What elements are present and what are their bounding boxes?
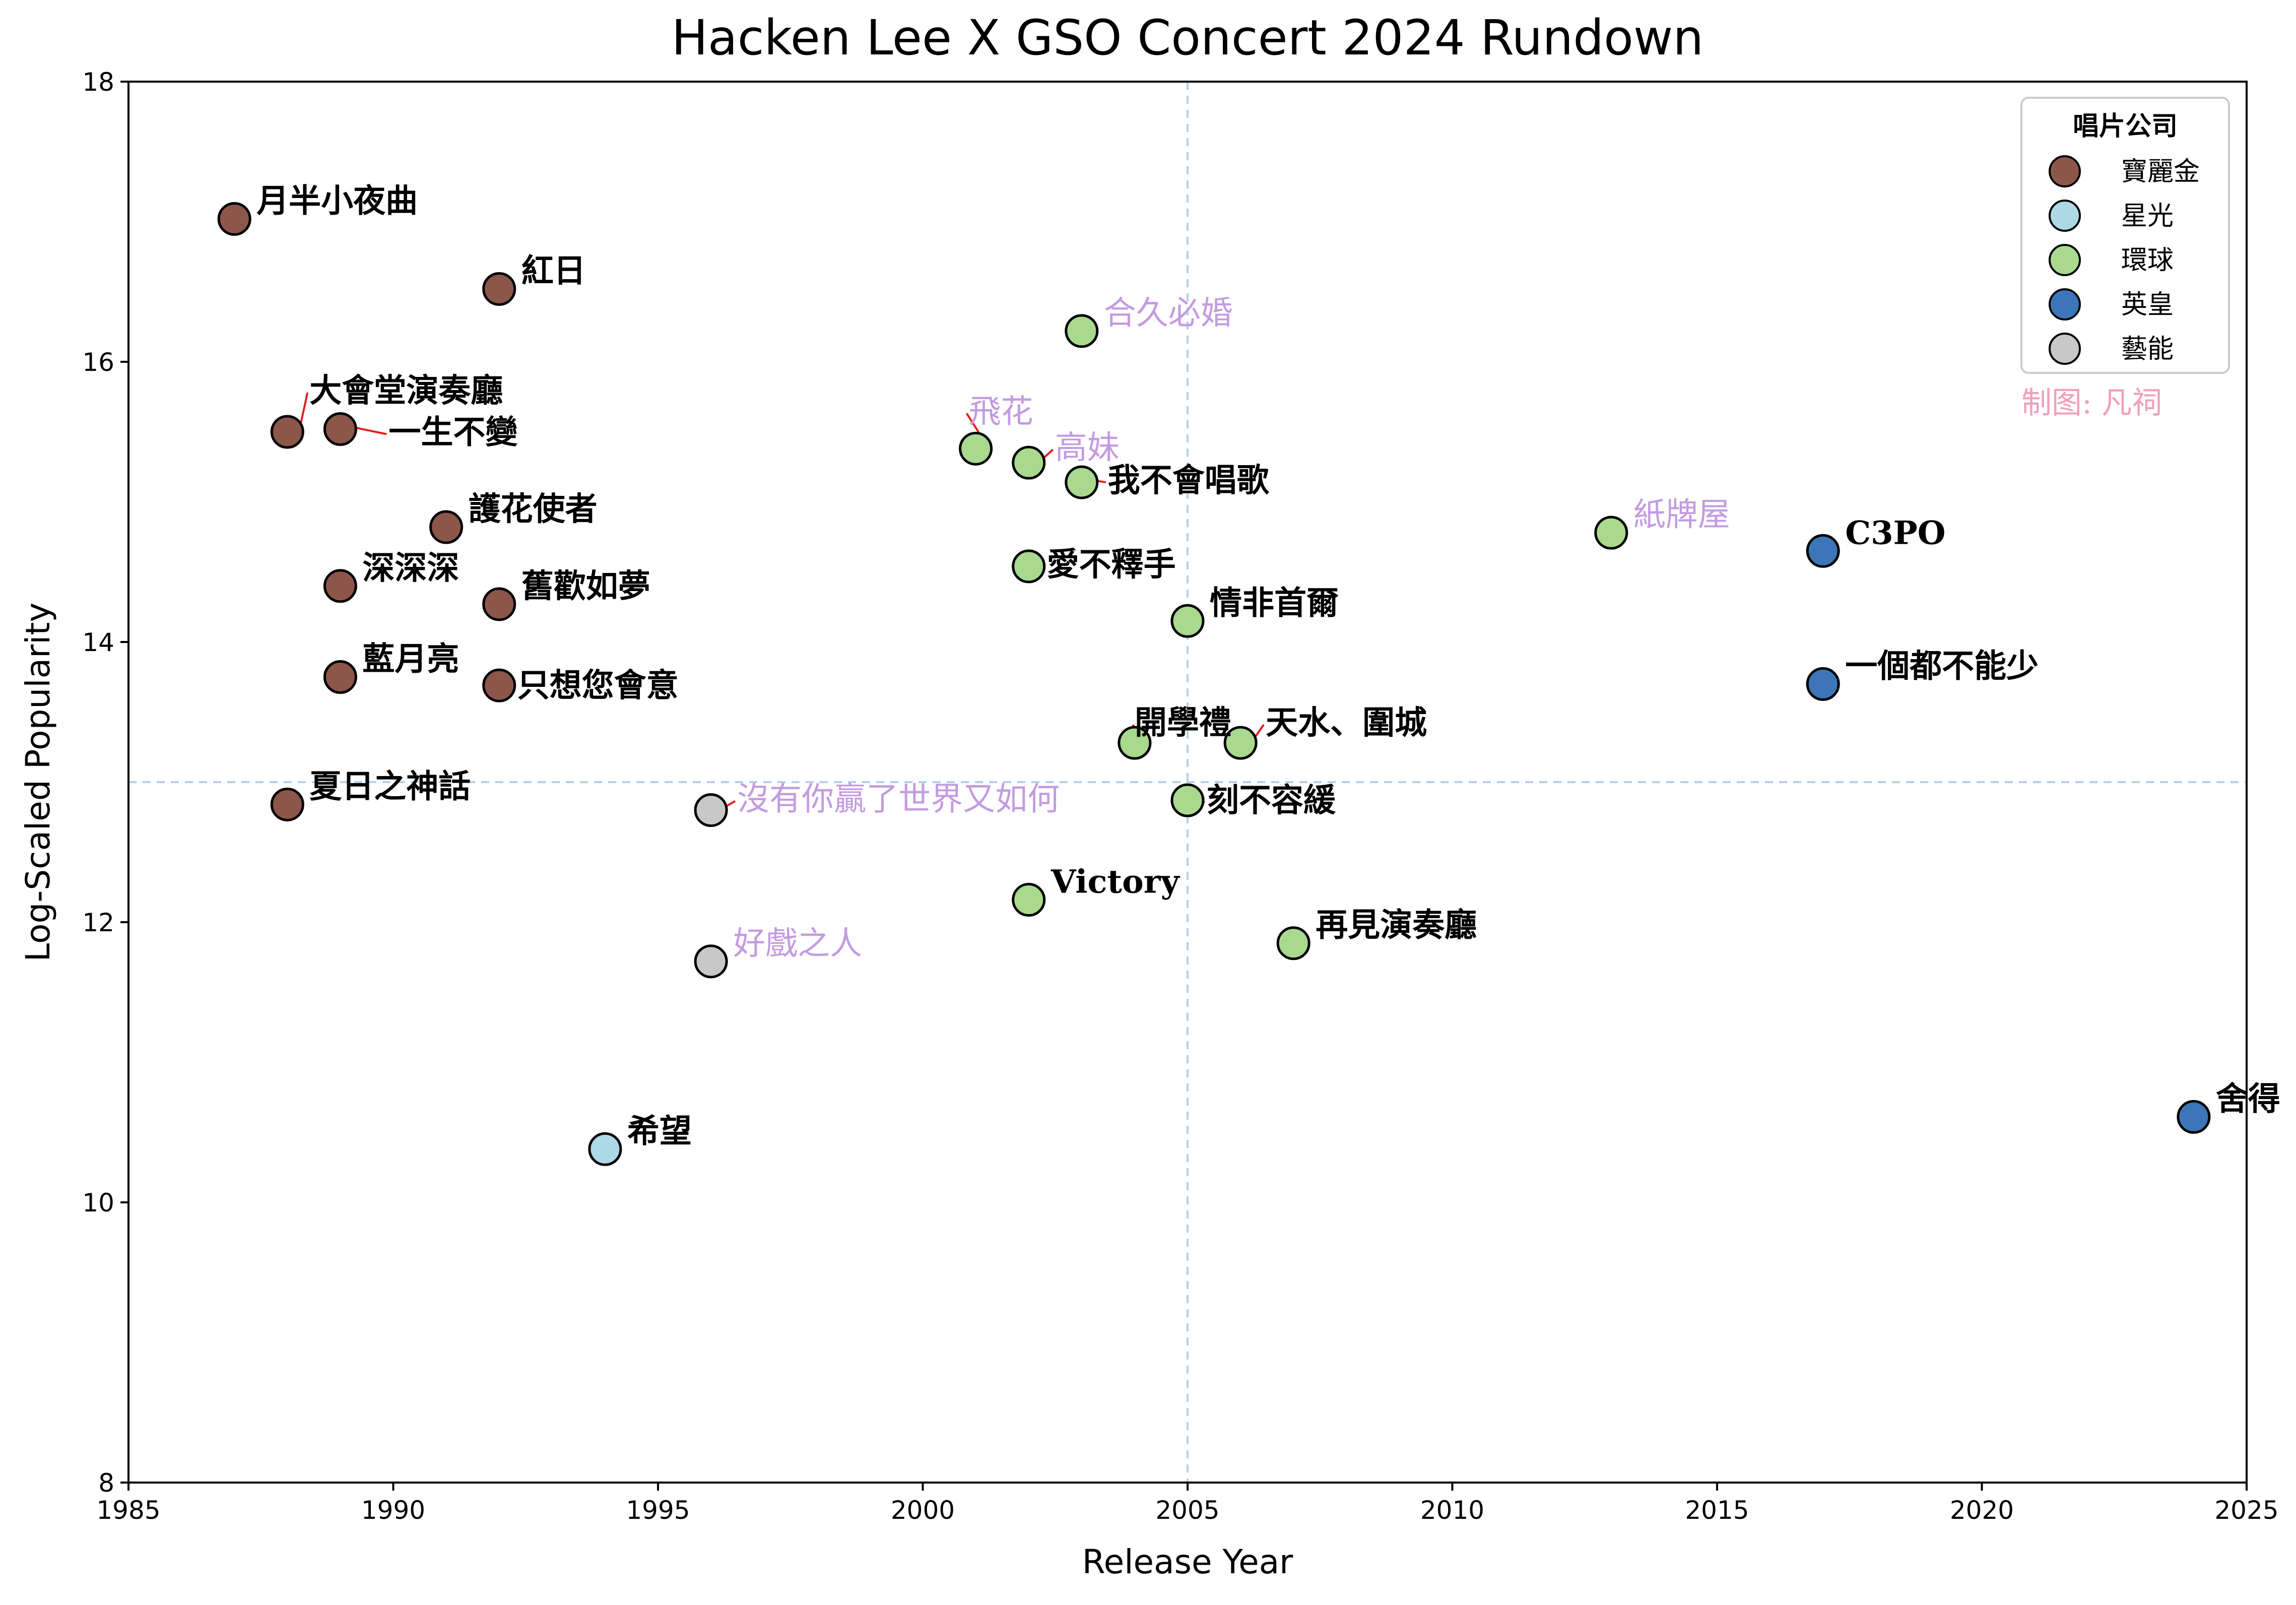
data-point xyxy=(482,668,516,702)
x-axis-label: Release Year xyxy=(1082,1543,1293,1581)
point-label: 紙牌屋 xyxy=(1633,496,1730,534)
data-point xyxy=(217,202,251,236)
data-points xyxy=(217,202,2211,1166)
legend-label: 藝能 xyxy=(2121,334,2174,364)
y-tick-label: 14 xyxy=(82,628,114,657)
point-label: 大會堂演奏廳 xyxy=(309,372,503,410)
legend-label: 環球 xyxy=(2121,245,2174,276)
label-connector xyxy=(352,426,387,435)
y-tick-label: 16 xyxy=(82,348,114,377)
x-tick-label: 2005 xyxy=(1155,1496,1219,1525)
y-tick-label: 18 xyxy=(82,68,114,97)
x-tick-label: 2000 xyxy=(891,1496,955,1525)
y-axis-label: Log-Scaled Popularity xyxy=(19,603,57,962)
data-point xyxy=(1012,549,1046,584)
legend-title: 唱片公司 xyxy=(2073,111,2178,142)
data-point xyxy=(1170,604,1205,638)
data-point xyxy=(482,587,516,621)
point-label: C3PO xyxy=(1845,514,1945,552)
credit-label: 制图: 凡祠 xyxy=(2021,386,2162,421)
data-point xyxy=(323,569,357,603)
x-tick-label: 1985 xyxy=(96,1496,160,1525)
y-axis-ticks: 8 10 12 14 16 18 xyxy=(82,68,128,1498)
data-point xyxy=(1170,783,1205,817)
x-axis-ticks: 1985 1990 1995 2000 2005 2010 2015 2020 2025 xyxy=(96,1483,2279,1525)
legend-marker xyxy=(2049,288,2081,320)
point-label: 只想您會意 xyxy=(517,667,679,704)
data-point xyxy=(1806,667,1840,701)
data-point xyxy=(694,944,728,979)
data-point xyxy=(1065,465,1099,499)
point-label: 開學禮 xyxy=(1135,704,1231,742)
x-tick-label: 2015 xyxy=(1685,1496,1749,1525)
legend-marker xyxy=(2049,333,2081,365)
point-label: 飛花 xyxy=(969,393,1033,430)
data-point xyxy=(1223,726,1258,760)
point-label: Victory xyxy=(1051,863,1180,901)
point-label: 希望 xyxy=(627,1112,692,1150)
point-label: 再見演奏廳 xyxy=(1316,907,1477,944)
legend-marker xyxy=(2049,200,2081,232)
x-tick-label: 1990 xyxy=(361,1496,425,1525)
legend-marker xyxy=(2049,244,2081,276)
point-label: 舊歡如夢 xyxy=(521,567,650,605)
y-tick-label: 10 xyxy=(82,1188,114,1217)
legend-marker xyxy=(2049,155,2081,187)
data-point xyxy=(323,412,357,446)
point-label: 好戲之人 xyxy=(733,925,862,962)
data-point xyxy=(2177,1100,2211,1134)
data-point xyxy=(588,1132,622,1166)
data-point xyxy=(429,510,464,544)
x-tick-label: 2025 xyxy=(2214,1496,2278,1525)
x-tick-label: 2010 xyxy=(1420,1496,1484,1525)
data-point xyxy=(1276,926,1310,960)
data-point xyxy=(482,272,516,306)
point-label: 高妹 xyxy=(1055,429,1120,467)
point-label: 沒有你贏了世界又如何 xyxy=(737,781,1060,818)
point-label: 情非首爾 xyxy=(1210,584,1339,622)
data-point xyxy=(1012,445,1046,480)
y-tick-label: 8 xyxy=(98,1468,114,1498)
data-point xyxy=(1065,314,1099,348)
point-label: 一個都不能少 xyxy=(1845,647,2039,685)
legend-label: 英皇 xyxy=(2121,290,2174,320)
point-label: 愛不釋手 xyxy=(1047,546,1176,584)
data-point xyxy=(1594,516,1628,550)
point-label: 護花使者 xyxy=(469,490,598,528)
y-tick-label: 12 xyxy=(82,908,114,937)
point-label: 合久必婚 xyxy=(1104,295,1233,332)
data-point xyxy=(270,415,304,449)
point-label: 一生不變 xyxy=(388,413,517,451)
data-point xyxy=(1806,534,1840,568)
data-point xyxy=(323,660,357,694)
data-point xyxy=(959,431,993,466)
point-label: 月半小夜曲 xyxy=(256,182,418,220)
data-point xyxy=(1012,883,1046,917)
point-label: 紅日 xyxy=(521,252,586,290)
data-point xyxy=(270,787,304,821)
reference-lines xyxy=(128,82,2247,1483)
point-label: 藍月亮 xyxy=(362,640,459,678)
data-point xyxy=(1118,726,1152,760)
chart-title: Hacken Lee X GSO Concert 2024 Rundown xyxy=(672,10,1704,66)
point-label: 刻不容緩 xyxy=(1207,782,1336,819)
legend-label: 星光 xyxy=(2121,201,2174,231)
x-tick-label: 2020 xyxy=(1950,1496,2014,1525)
legend-label: 寶麗金 xyxy=(2121,157,2200,187)
data-point xyxy=(694,793,728,827)
point-label: 夏日之神話 xyxy=(309,767,471,805)
point-label: 天水、圍城 xyxy=(1266,704,1427,742)
point-label: 舍得 xyxy=(2216,1080,2280,1118)
x-tick-label: 1995 xyxy=(626,1496,690,1525)
point-label: 深深深 xyxy=(362,549,459,587)
point-label: 我不會唱歌 xyxy=(1108,462,1270,499)
